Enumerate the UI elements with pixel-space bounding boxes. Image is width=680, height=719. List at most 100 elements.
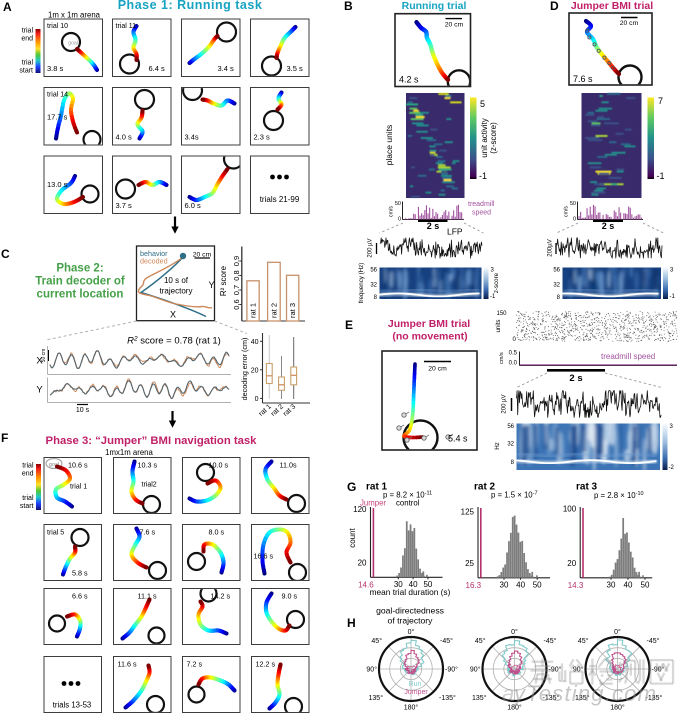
svg-text:Phase 2:: Phase 2: bbox=[56, 263, 103, 275]
svg-text:D: D bbox=[550, 0, 559, 13]
svg-text:rat 3: rat 3 bbox=[576, 482, 598, 493]
svg-text:11.0s: 11.0s bbox=[280, 461, 297, 470]
svg-text:of trajectory: of trajectory bbox=[388, 616, 434, 626]
svg-text:-45°: -45° bbox=[647, 637, 660, 645]
svg-text:rat 2: rat 2 bbox=[269, 303, 278, 318]
svg-text:p = 2.8 × 10-10: p = 2.8 × 10-10 bbox=[594, 491, 644, 500]
svg-text:3: 3 bbox=[491, 268, 495, 274]
svg-text:0: 0 bbox=[255, 396, 259, 403]
svg-text:R² score: R² score bbox=[219, 265, 228, 296]
svg-text:trial2: trial2 bbox=[142, 482, 157, 489]
svg-text:speed: speed bbox=[472, 210, 491, 217]
svg-text:40: 40 bbox=[251, 339, 259, 346]
svg-text:trial: trial bbox=[22, 495, 34, 502]
svg-text:7.2 s: 7.2 s bbox=[187, 660, 203, 669]
svg-text:6.0 s: 6.0 s bbox=[185, 201, 202, 210]
svg-text:-135°: -135° bbox=[439, 694, 456, 702]
svg-text:1m x 1m arena: 1m x 1m arena bbox=[48, 11, 101, 20]
svg-text:frequency (Hz): frequency (Hz) bbox=[358, 263, 365, 304]
svg-text:trials 21-99: trials 21-99 bbox=[260, 195, 300, 204]
svg-text:3.7 s: 3.7 s bbox=[116, 201, 133, 210]
svg-text:(no movement): (no movement) bbox=[392, 331, 467, 343]
svg-text:5.4 s: 5.4 s bbox=[448, 434, 468, 444]
svg-text:50: 50 bbox=[533, 580, 542, 589]
svg-text:8: 8 bbox=[557, 295, 561, 301]
svg-text:Jumper: Jumper bbox=[404, 689, 428, 696]
svg-text:50: 50 bbox=[570, 201, 576, 207]
svg-text:0.0: 0.0 bbox=[509, 361, 518, 367]
svg-text:start: start bbox=[19, 68, 33, 75]
svg-text:56: 56 bbox=[507, 424, 514, 430]
svg-text:A: A bbox=[3, 0, 12, 14]
svg-text:30: 30 bbox=[500, 580, 509, 589]
svg-text:9.0 s: 9.0 s bbox=[282, 592, 298, 601]
svg-text:90°: 90° bbox=[470, 666, 481, 674]
svg-text:20 cm: 20 cm bbox=[193, 252, 212, 259]
svg-text:135°: 135° bbox=[575, 694, 590, 702]
svg-text:2 s: 2 s bbox=[427, 221, 440, 231]
svg-text:-90°: -90° bbox=[652, 666, 665, 674]
svg-text:trial 1: trial 1 bbox=[70, 484, 87, 491]
svg-text:(z-score): (z-score) bbox=[489, 122, 498, 154]
svg-text:yTesting.com: yTesting.com bbox=[512, 681, 657, 706]
svg-text:6.6 s: 6.6 s bbox=[72, 592, 88, 601]
svg-text:17.7 s: 17.7 s bbox=[47, 113, 68, 122]
svg-text:16.3: 16.3 bbox=[466, 581, 482, 590]
svg-text:40: 40 bbox=[624, 580, 633, 589]
svg-text:100: 100 bbox=[563, 505, 577, 514]
svg-text:45°: 45° bbox=[475, 637, 486, 645]
svg-text:R2 score = 0.78 (rat 1): R2 score = 0.78 (rat 1) bbox=[127, 336, 221, 347]
svg-text:goal: goal bbox=[68, 41, 78, 47]
svg-text:4.0 s: 4.0 s bbox=[116, 133, 133, 142]
svg-text:3.8 s: 3.8 s bbox=[47, 64, 64, 73]
svg-text:count: count bbox=[348, 527, 357, 547]
svg-text:0.7: 0.7 bbox=[232, 285, 241, 295]
svg-text:20: 20 bbox=[251, 367, 259, 374]
svg-text:10 s: 10 s bbox=[76, 407, 90, 414]
svg-text:5: 5 bbox=[480, 99, 485, 109]
svg-text:0: 0 bbox=[573, 217, 576, 223]
svg-text:200 µV: 200 µV bbox=[502, 394, 508, 413]
svg-text:p = 1.5 × 10-7: p = 1.5 × 10-7 bbox=[491, 491, 538, 500]
svg-text:40: 40 bbox=[409, 580, 418, 589]
svg-text:trial: trial bbox=[22, 463, 34, 470]
svg-text:Hz: Hz bbox=[494, 442, 501, 450]
svg-text:2.3 s: 2.3 s bbox=[254, 133, 271, 142]
svg-text:2 s: 2 s bbox=[602, 221, 615, 231]
svg-text:rat 2: rat 2 bbox=[474, 482, 496, 493]
svg-text:1mx1m arena: 1mx1m arena bbox=[105, 448, 153, 457]
svg-text:8: 8 bbox=[374, 295, 378, 301]
svg-text:X: X bbox=[36, 356, 43, 367]
svg-text:20 cm: 20 cm bbox=[445, 22, 464, 29]
svg-text:12.2 s: 12.2 s bbox=[256, 660, 276, 669]
svg-text:14.3: 14.3 bbox=[568, 581, 584, 590]
svg-text:180°: 180° bbox=[507, 704, 522, 712]
svg-text:135°: 135° bbox=[472, 694, 487, 702]
svg-text:z-score: z-score bbox=[493, 272, 500, 293]
svg-text:7.6 s: 7.6 s bbox=[140, 528, 156, 537]
svg-text:32: 32 bbox=[553, 283, 560, 289]
svg-text:trial: trial bbox=[22, 28, 34, 35]
svg-text:3.4 s: 3.4 s bbox=[218, 64, 235, 73]
svg-text:trial 10: trial 10 bbox=[47, 23, 68, 30]
svg-text:0: 0 bbox=[513, 337, 517, 343]
svg-text:2 s: 2 s bbox=[569, 373, 582, 384]
svg-text:trials 13-53: trials 13-53 bbox=[53, 701, 92, 710]
svg-text:trial 14: trial 14 bbox=[47, 92, 68, 99]
svg-text:3.4s: 3.4s bbox=[185, 133, 199, 142]
svg-text:-1: -1 bbox=[670, 294, 676, 300]
svg-text:-1: -1 bbox=[479, 171, 487, 181]
svg-text:Y: Y bbox=[209, 280, 215, 290]
svg-text:trial 11: trial 11 bbox=[116, 23, 137, 30]
svg-text:C: C bbox=[1, 247, 10, 261]
svg-text:goal-directedness: goal-directedness bbox=[376, 606, 444, 616]
svg-text:treadmill: treadmill bbox=[468, 201, 495, 208]
svg-text:Running trial: Running trial bbox=[402, 0, 467, 12]
svg-text:0°: 0° bbox=[511, 628, 518, 636]
svg-text:3: 3 bbox=[670, 268, 674, 274]
svg-text:20 cm: 20 cm bbox=[428, 366, 447, 373]
svg-text:40: 40 bbox=[516, 580, 525, 589]
svg-text:0: 0 bbox=[398, 217, 401, 223]
svg-text:20 cm: 20 cm bbox=[620, 20, 639, 27]
svg-text:-45°: -45° bbox=[544, 637, 557, 645]
